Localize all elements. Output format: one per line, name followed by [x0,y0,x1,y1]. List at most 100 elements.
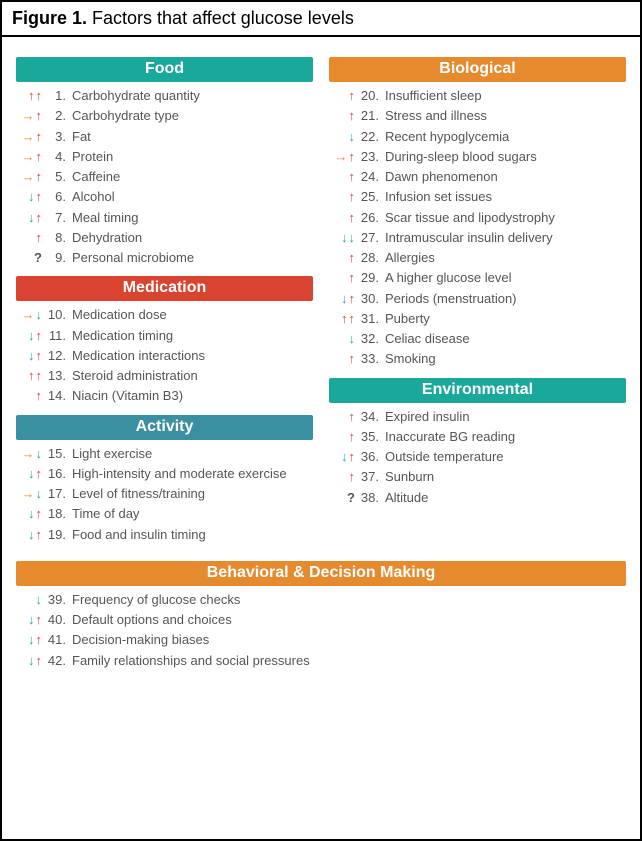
item-label: Puberty [383,311,626,327]
list-item: →↑23.During-sleep blood sugars [329,147,626,167]
item-number: 39. [46,592,70,608]
arrow-indicators: ↓ [329,129,359,143]
list-item: ?9.Personal microbiome [16,248,313,268]
arrow-up-icon: ↑ [349,251,356,264]
section-items-environmental: ↑34.Expired insulin↑35.Inaccurate BG rea… [329,407,626,508]
arrow-up-icon: ↑ [36,613,43,626]
arrow-right-icon: → [22,308,35,321]
arrow-indicators: →↓ [16,307,46,321]
section-header-activity: Activity [16,415,313,440]
arrow-down-icon: ↓ [28,613,35,626]
arrow-up-icon: ↑ [36,130,43,143]
arrow-down-icon: ↓ [28,654,35,667]
item-label: Altitude [383,490,626,506]
arrow-up-icon: ↑ [36,231,43,244]
item-label: Sunburn [383,469,626,485]
arrow-indicators: ↑ [329,108,359,122]
arrow-up-icon: ↑ [36,89,43,102]
list-item: ↓↑7.Meal timing [16,208,313,228]
item-number: 11. [46,328,70,344]
item-number: 25. [359,189,383,205]
arrow-down-icon: ↓ [28,349,35,362]
list-item: →↓15.Light exercise [16,444,313,464]
item-label: Dawn phenomenon [383,169,626,185]
arrow-up-icon: ↑ [36,349,43,362]
arrow-up-icon: ↑ [36,654,43,667]
item-number: 28. [359,250,383,266]
arrow-down-icon: ↓ [349,231,356,244]
arrow-indicators: ↑↑ [329,311,359,325]
list-item: ↓↓27.Intramuscular insulin delivery [329,228,626,248]
arrow-indicators: ↑ [329,189,359,203]
list-item: ↓↑19.Food and insulin timing [16,525,313,545]
arrow-indicators: ↑↑ [16,88,46,102]
item-label: Inaccurate BG reading [383,429,626,445]
arrow-up-icon: ↑ [349,89,356,102]
item-number: 31. [359,311,383,327]
arrow-up-icon: ↑ [36,389,43,402]
item-label: Protein [70,149,313,165]
arrow-up-icon: ↑ [349,150,356,163]
arrow-down-icon: ↓ [28,467,35,480]
arrow-indicators: ↑ [329,409,359,423]
arrow-right-icon: → [22,130,35,143]
item-number: 13. [46,368,70,384]
arrow-up-icon: ↑ [349,109,356,122]
arrow-down-icon: ↓ [28,633,35,646]
full-width-row: Behavioral & Decision Making↓39.Frequenc… [16,561,626,671]
item-number: 38. [359,490,383,506]
item-label: Insufficient sleep [383,88,626,104]
arrow-down-icon: ↓ [341,450,348,463]
item-number: 36. [359,449,383,465]
item-number: 37. [359,469,383,485]
figure-title-bar: Figure 1. Factors that affect glucose le… [2,2,640,37]
figure-label: Figure 1. [12,8,87,28]
item-number: 3. [46,129,70,145]
arrow-indicators: ↑ [329,210,359,224]
list-item: ↑20.Insufficient sleep [329,86,626,106]
arrow-up-icon: ↑ [349,410,356,423]
list-item: ↑14.Niacin (Vitamin B3) [16,386,313,406]
list-item: ↓↑16.High-intensity and moderate exercis… [16,464,313,484]
arrow-down-icon: ↓ [341,231,348,244]
arrow-up-icon: ↑ [36,369,43,382]
list-item: ↑↑31.Puberty [329,309,626,329]
arrow-down-icon: ↓ [28,507,35,520]
arrow-right-icon: → [335,150,348,163]
item-number: 22. [359,129,383,145]
arrow-up-icon: ↑ [349,312,356,325]
list-item: ↑21.Stress and illness [329,106,626,126]
list-item: ↑33.Smoking [329,349,626,369]
arrow-up-icon: ↑ [349,450,356,463]
item-number: 10. [46,307,70,323]
section-header-food: Food [16,57,313,82]
arrow-up-icon: ↑ [341,312,348,325]
arrow-indicators: ↓↑ [16,328,46,342]
list-item: ↑37.Sunburn [329,467,626,487]
list-item: ↓↑41.Decision-making biases [16,630,316,650]
list-item: ↑34.Expired insulin [329,407,626,427]
item-label: Food and insulin timing [70,527,313,543]
section-items-biological: ↑20.Insufficient sleep↑21.Stress and ill… [329,86,626,370]
arrow-indicators: ↓↑ [329,449,359,463]
item-label: Expired insulin [383,409,626,425]
item-number: 21. [359,108,383,124]
arrow-indicators: →↓ [16,446,46,460]
item-number: 34. [359,409,383,425]
list-item: ↑↑1.Carbohydrate quantity [16,86,313,106]
section-environmental: Environmental↑34.Expired insulin↑35.Inac… [329,378,626,508]
item-label: Meal timing [70,210,313,226]
item-label: Steroid administration [70,368,313,384]
list-item: ↓39.Frequency of glucose checks [16,590,316,610]
arrow-indicators: ↓↑ [16,348,46,362]
list-item: ↑26.Scar tissue and lipodystrophy [329,208,626,228]
arrow-up-icon: ↑ [36,507,43,520]
item-number: 41. [46,632,70,648]
item-label: During-sleep blood sugars [383,149,626,165]
item-number: 20. [359,88,383,104]
arrow-question-icon: ? [347,491,355,504]
arrow-indicators: ↓↑ [16,653,46,667]
item-number: 26. [359,210,383,226]
section-biological: Biological↑20.Insufficient sleep↑21.Stre… [329,57,626,370]
arrow-up-icon: ↑ [36,528,43,541]
